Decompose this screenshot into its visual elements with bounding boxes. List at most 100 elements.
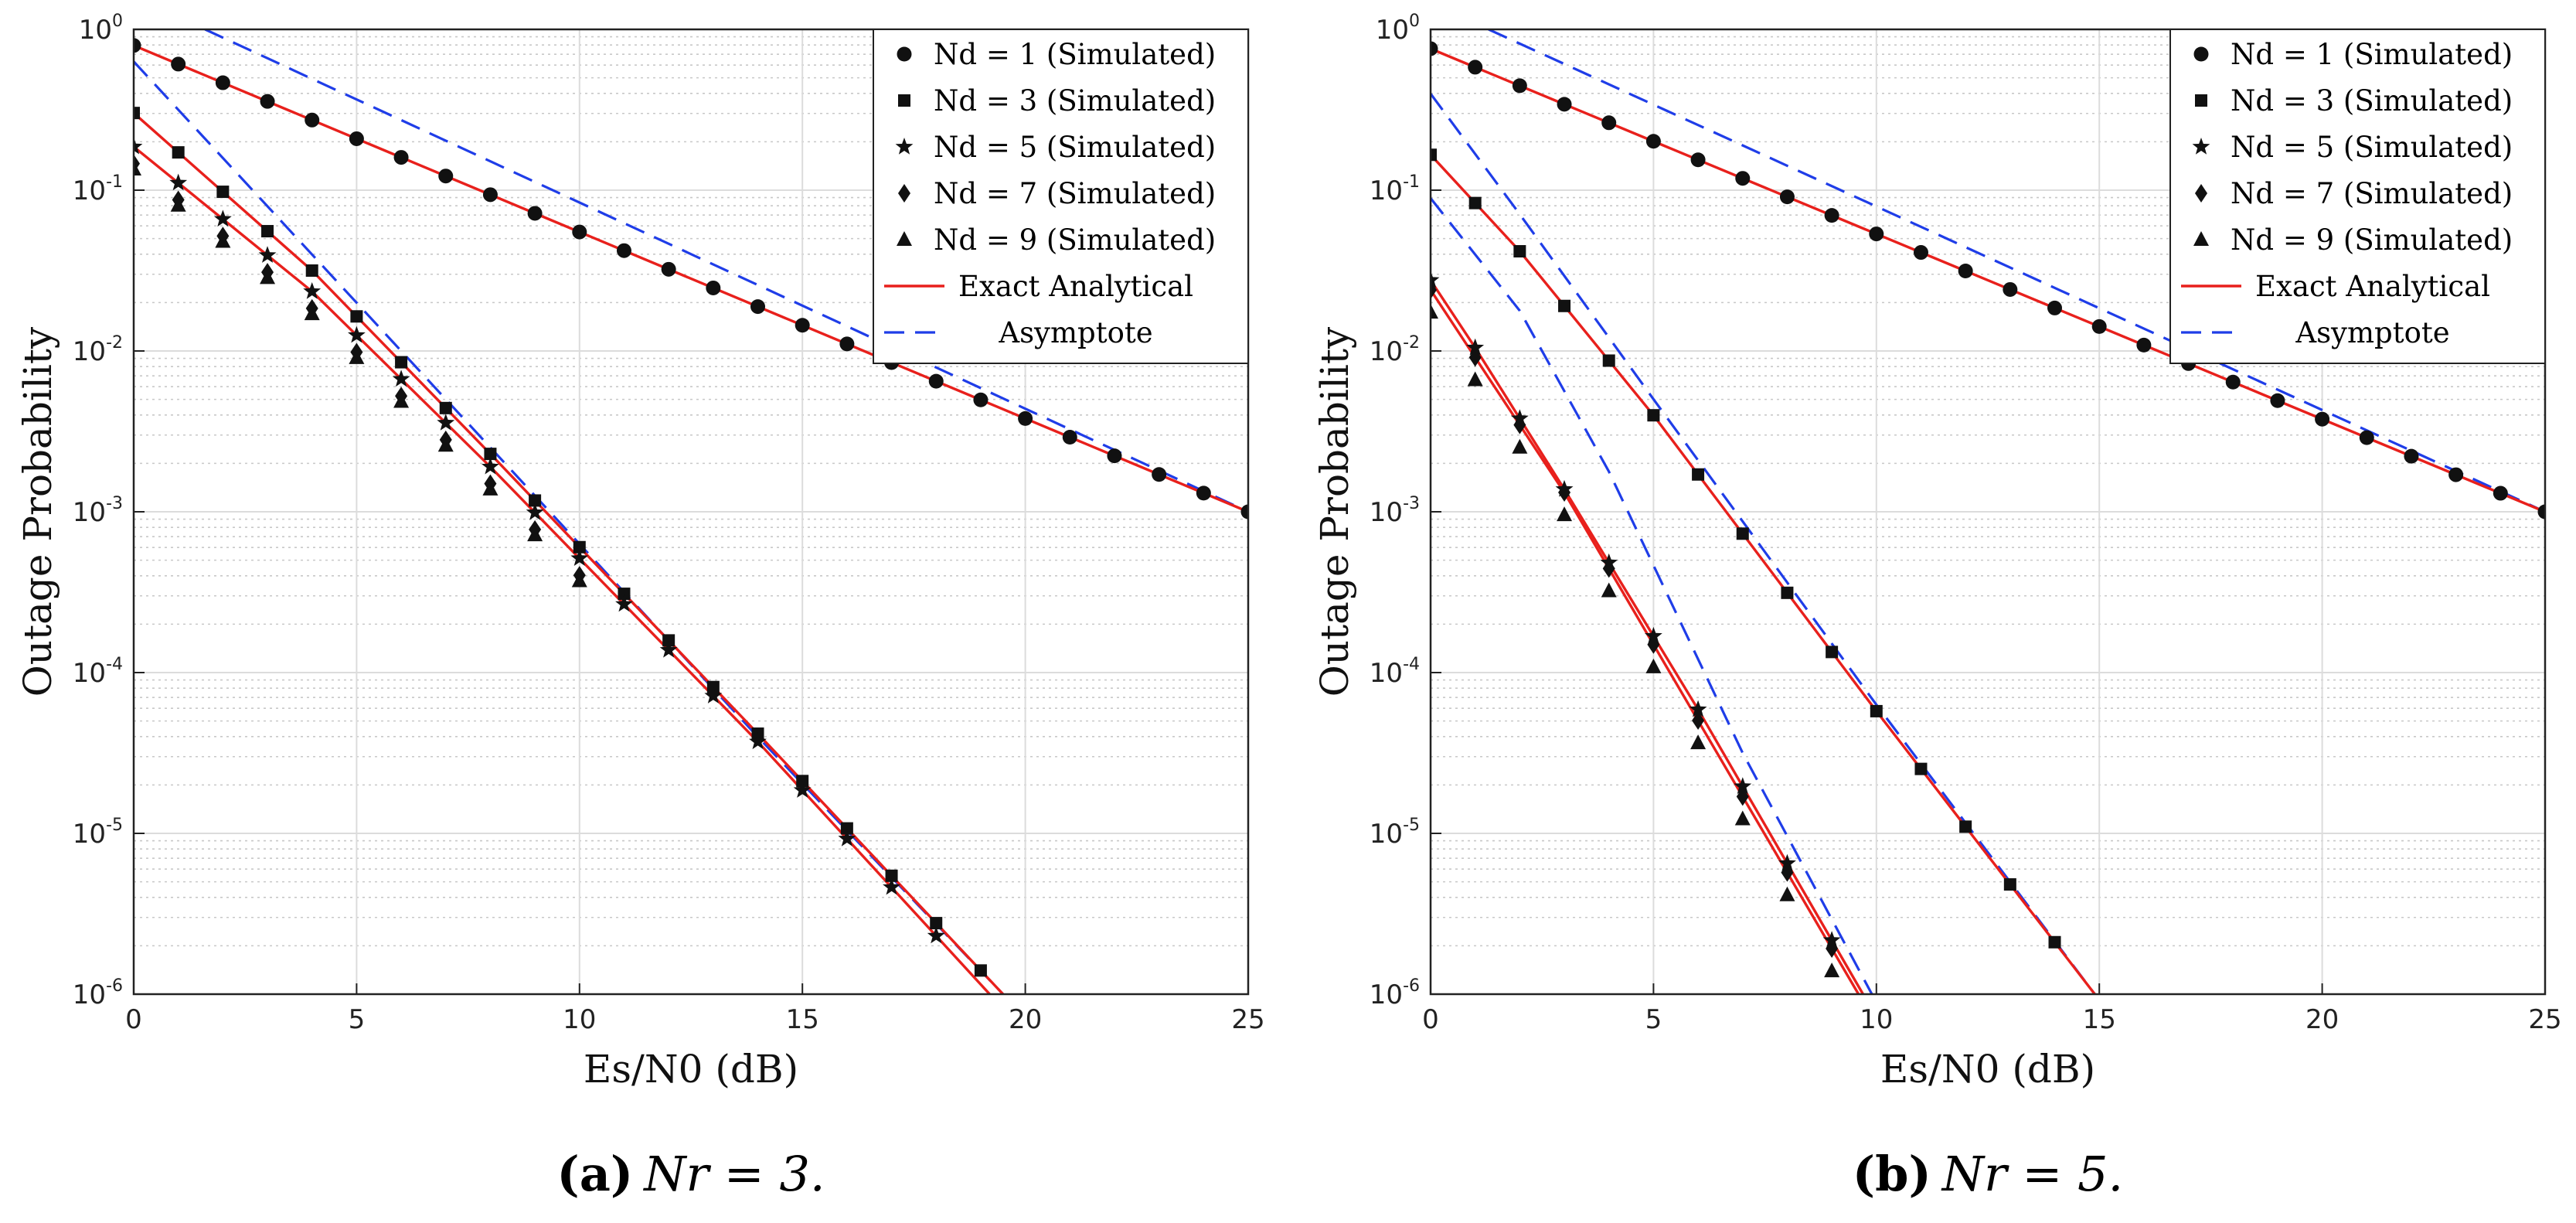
sim-marker-nd3 xyxy=(1959,820,1972,833)
sim-marker-nd9 xyxy=(1645,658,1662,673)
sim-marker-nd1 xyxy=(1431,41,1438,56)
series-markers-a xyxy=(134,38,1248,977)
x-tick-label: 25 xyxy=(1231,1004,1264,1035)
sim-marker-nd3 xyxy=(395,356,408,369)
sim-marker-nd7 xyxy=(1826,939,1839,959)
sim-marker-nd1 xyxy=(2359,430,2374,445)
sim-marker-nd9 xyxy=(170,196,186,212)
sim-marker-nd9 xyxy=(393,393,410,408)
caption-a: (a) Nr = 3. xyxy=(556,1146,825,1202)
exact-line-nd1 xyxy=(1431,47,2545,513)
sim-marker-nd5 xyxy=(258,246,277,263)
sim-marker-nd9 xyxy=(482,480,499,496)
y-axis-label-a: Outage Probability xyxy=(15,326,60,697)
x-tick-label: 5 xyxy=(1645,1004,1662,1035)
sim-marker-nd3 xyxy=(1692,468,1705,481)
legend-entry: Nd = 7 (Simulated) xyxy=(2231,177,2513,210)
legend-swatch-diamond xyxy=(898,184,910,203)
sim-marker-nd3 xyxy=(1647,409,1660,422)
sim-marker-nd3 xyxy=(1826,646,1839,659)
sim-marker-nd5 xyxy=(392,370,410,387)
legend-entry: Exact Analytical xyxy=(2255,270,2490,303)
legend-entry: Nd = 7 (Simulated) xyxy=(934,177,1216,210)
legend-swatch-circle xyxy=(2193,46,2209,62)
legend-entry: Nd = 1 (Simulated) xyxy=(2231,38,2513,71)
legend-entry: Nd = 5 (Simulated) xyxy=(934,131,1216,164)
legend-swatch-triangle xyxy=(2193,231,2209,246)
x-tick-label: 0 xyxy=(1422,1004,1439,1035)
sim-marker-nd1 xyxy=(2270,393,2285,408)
sim-marker-nd9 xyxy=(1431,304,1438,319)
sim-marker-nd3 xyxy=(1781,586,1794,599)
sim-marker-nd5 xyxy=(482,457,499,475)
legend-swatch-star xyxy=(2192,138,2210,155)
legend-swatch-square xyxy=(2195,94,2207,107)
sim-marker-nd1 xyxy=(438,169,454,184)
sim-marker-nd5 xyxy=(213,210,232,227)
sim-marker-nd1 xyxy=(527,206,543,221)
sim-marker-nd1 xyxy=(706,280,721,295)
sim-marker-nd1 xyxy=(1601,115,1617,131)
caption-a-label: (a) xyxy=(556,1146,633,1202)
sim-marker-nd1 xyxy=(215,75,230,90)
legend-entry: Nd = 1 (Simulated) xyxy=(934,38,1216,71)
legend-entry: Nd = 3 (Simulated) xyxy=(934,84,1216,118)
sim-marker-nd5 xyxy=(348,325,366,343)
legend-entry: Asymptote xyxy=(2295,316,2449,349)
x-axis-label-a: Es/N0 (dB) xyxy=(584,1047,798,1092)
legend-swatch-triangle xyxy=(897,231,912,246)
sim-marker-nd9 xyxy=(1512,438,1528,454)
sim-marker-nd3 xyxy=(1736,527,1749,540)
sim-marker-nd1 xyxy=(2537,504,2545,520)
legend-entry: Nd = 9 (Simulated) xyxy=(2231,223,2513,257)
sim-marker-nd1 xyxy=(1557,97,1572,112)
sim-marker-nd1 xyxy=(2225,374,2241,390)
sim-marker-nd3 xyxy=(1468,196,1482,210)
sim-marker-nd1 xyxy=(1196,485,1211,501)
sim-marker-nd3 xyxy=(172,146,185,159)
sim-marker-nd1 xyxy=(1107,448,1122,464)
sim-marker-nd1 xyxy=(2404,448,2419,464)
legend-entry: Nd = 3 (Simulated) xyxy=(2231,84,2513,118)
y-tick-label: 10-5 xyxy=(73,816,123,850)
sim-marker-nd1 xyxy=(973,392,989,407)
sim-marker-nd1 xyxy=(1468,60,1483,75)
sim-marker-nd5 xyxy=(659,640,678,658)
sim-marker-nd3 xyxy=(573,540,586,554)
sim-marker-nd3 xyxy=(1914,762,1928,775)
y-tick-label: 10-1 xyxy=(1370,172,1420,206)
sim-marker-nd9 xyxy=(1557,506,1573,522)
y-tick-labels-b: 10-6 10-5 10-4 10-3 10-2 10-1 100 xyxy=(1370,12,1441,1010)
sim-marker-nd9 xyxy=(527,526,543,542)
sim-marker-nd3 xyxy=(1870,704,1883,717)
legend-entry: Asymptote xyxy=(998,316,1152,349)
sim-marker-nd5 xyxy=(437,414,455,431)
y-tick-label: 100 xyxy=(1376,12,1420,46)
sim-marker-nd3 xyxy=(930,917,943,930)
sim-marker-nd9 xyxy=(571,572,587,588)
sim-marker-nd1 xyxy=(750,299,766,315)
x-tick-label: 20 xyxy=(1009,1004,1042,1035)
x-tick-label: 25 xyxy=(2528,1004,2561,1035)
legend-a: Nd = 1 (Simulated) Nd = 3 (Simulated) Nd =… xyxy=(873,29,1249,364)
sim-marker-nd3 xyxy=(2048,935,2061,949)
sim-marker-nd3 xyxy=(305,264,318,277)
sim-marker-nd5 xyxy=(134,137,143,155)
sim-marker-nd1 xyxy=(1735,171,1751,186)
legend-entry: Exact Analytical xyxy=(958,270,1193,303)
sim-marker-nd3 xyxy=(618,588,631,601)
sim-marker-nd1 xyxy=(1645,134,1661,149)
asymptote-line-nd1 xyxy=(204,29,1248,513)
sim-marker-nd5 xyxy=(927,926,945,944)
y-tick-label: 10-3 xyxy=(73,494,123,528)
x-tick-label: 20 xyxy=(2305,1004,2339,1035)
legend-box xyxy=(2169,29,2546,364)
sim-marker-nd7 xyxy=(1781,863,1794,882)
sim-marker-nd1 xyxy=(572,224,587,240)
y-tick-label: 100 xyxy=(79,12,123,46)
legend-swatch-circle xyxy=(897,46,912,62)
y-tick-label: 10-2 xyxy=(1370,333,1420,367)
asymptote-line-nd5 xyxy=(1431,197,1873,994)
sim-marker-nd3 xyxy=(974,964,987,977)
